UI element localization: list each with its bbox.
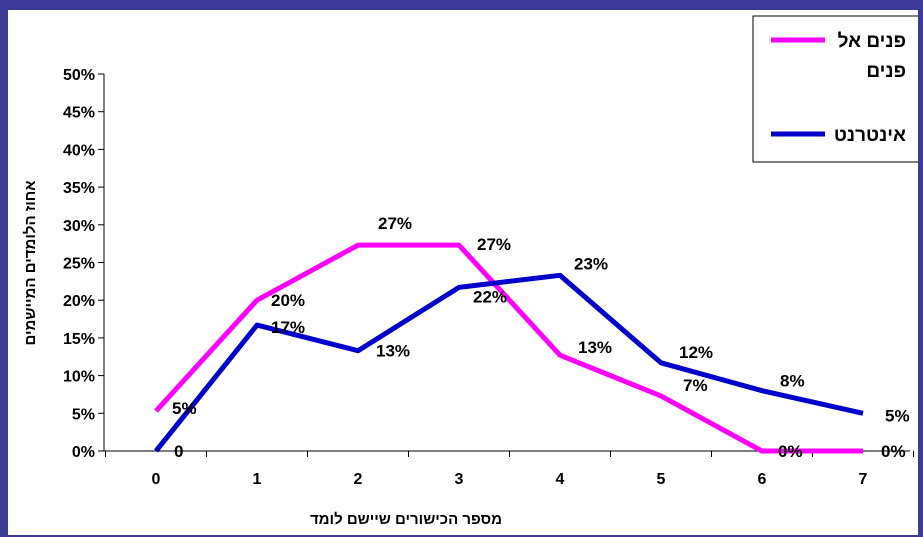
y-tick-label: 25% <box>63 256 95 273</box>
series-line-internet <box>154 272 864 453</box>
y-tick-label: 50% <box>63 67 95 84</box>
data-label: 27% <box>477 235 511 254</box>
data-label: 12% <box>679 343 713 362</box>
data-label: 5% <box>172 399 197 418</box>
x-axis-title: מספר הכישורים שיישם לומד <box>310 511 502 528</box>
data-label: 22% <box>473 287 507 306</box>
data-label: 5% <box>885 406 910 425</box>
y-tick-label: 45% <box>63 105 95 122</box>
line-chart: 0% 5% 10% 15% 20% 25% 30% 35% 40% 45% 50% 0 1 2 3 4 5 6 7 מ… <box>22 15 918 528</box>
data-label: 23% <box>574 254 608 273</box>
x-tick-label: 7 <box>859 471 868 488</box>
legend-label: אינטרנט <box>834 125 906 146</box>
y-tick-label: 40% <box>63 142 95 159</box>
x-tick-label: 6 <box>758 471 767 488</box>
data-label: 8% <box>780 372 805 391</box>
x-tick-label: 5 <box>657 471 666 488</box>
y-tick-label: 15% <box>63 331 95 348</box>
data-label: 0% <box>778 442 803 461</box>
legend-label: פנים אל <box>838 31 906 52</box>
y-tick-label: 35% <box>63 180 95 197</box>
y-tick-label: 5% <box>72 406 95 423</box>
x-tick-label: 0 <box>152 471 161 488</box>
x-tick-label: 2 <box>354 471 363 488</box>
data-label: 13% <box>376 342 410 361</box>
y-axis-title: אחוז הלומדים המיישמים <box>22 180 39 345</box>
y-tick-label: 10% <box>63 369 95 386</box>
x-tick-label: 3 <box>455 471 464 488</box>
data-label: 7% <box>683 376 708 395</box>
y-tick-label: 20% <box>63 293 95 310</box>
y-tick-label: 30% <box>63 218 95 235</box>
data-label: 0 <box>174 442 183 461</box>
x-tick-label: 4 <box>556 471 565 488</box>
legend-label: פנים <box>866 61 906 82</box>
data-label: 13% <box>578 338 612 357</box>
series-line-face-to-face <box>154 242 863 454</box>
data-label: 20% <box>271 291 305 310</box>
x-tick-label: 1 <box>253 471 262 488</box>
y-tick-label: 0% <box>72 444 95 461</box>
chart-frame: 0% 5% 10% 15% 20% 25% 30% 35% 40% 45% 50% 0 1 2 3 4 5 6 7 מ… <box>8 10 918 535</box>
data-label: 0% <box>881 442 906 461</box>
data-label: 17% <box>271 318 305 337</box>
data-label: 27% <box>378 214 412 233</box>
